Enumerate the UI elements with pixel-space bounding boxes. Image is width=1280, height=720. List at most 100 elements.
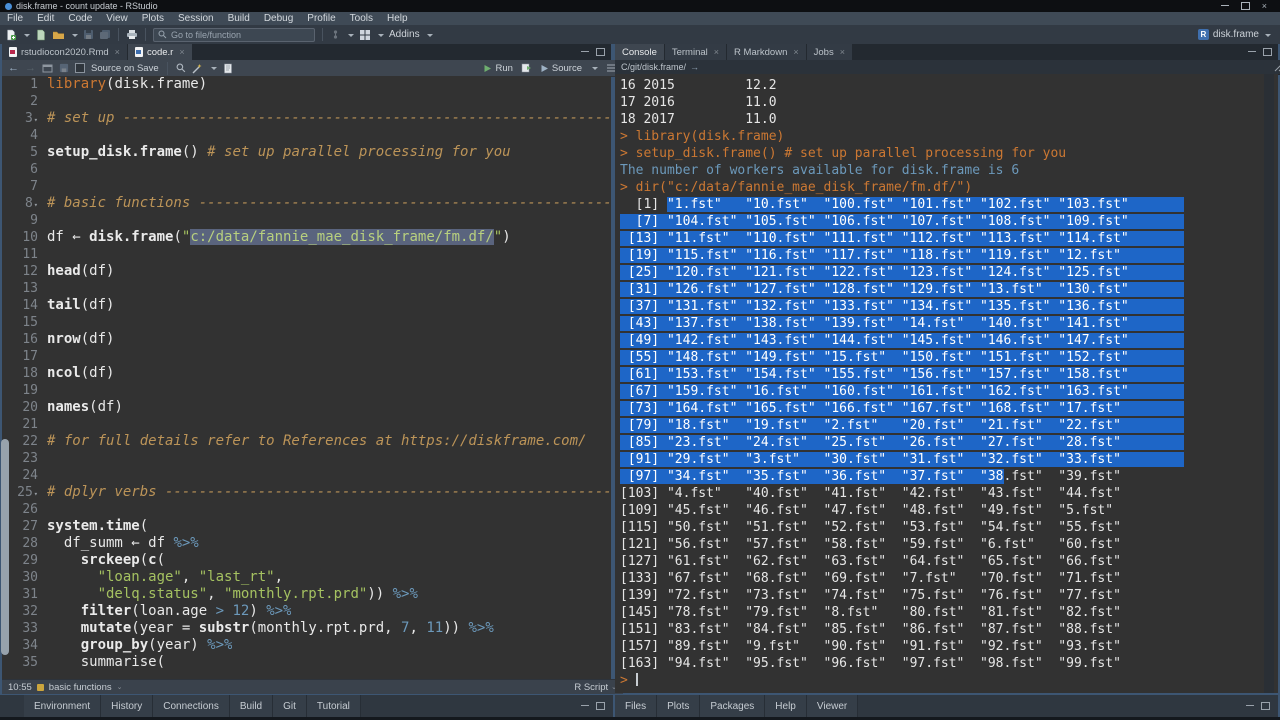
pane-tab-packages[interactable]: Packages xyxy=(700,695,766,717)
close-tab-icon[interactable]: × xyxy=(179,47,185,57)
pane-minimize-icon[interactable] xyxy=(1248,51,1256,53)
code-line: 5 setup_disk.frame() # set up parallel pr… xyxy=(2,144,611,161)
project-selector[interactable]: R disk.frame xyxy=(1197,29,1275,40)
console-line: [25] "120.fst" "121.fst" "122.fst" "123.… xyxy=(620,265,1184,280)
close-tab-icon[interactable]: × xyxy=(114,47,120,57)
window-close-button[interactable]: × xyxy=(1261,0,1267,11)
document-outline-icon[interactable] xyxy=(606,63,617,73)
chevron-down-icon[interactable] xyxy=(72,33,78,40)
chevron-down-icon[interactable] xyxy=(210,67,217,73)
console-vertical-scrollbar[interactable] xyxy=(1264,74,1274,693)
line-number: 14 xyxy=(22,298,38,313)
pane-maximize-icon[interactable] xyxy=(1263,48,1272,56)
new-file-icon[interactable] xyxy=(5,29,17,41)
menu-tools[interactable]: Tools xyxy=(349,13,374,24)
lower-left-pane-tabs: Environment History Connections Build Git Tut… xyxy=(0,695,613,717)
pane-minimize-icon[interactable] xyxy=(1246,705,1254,707)
pane-maximize-icon[interactable] xyxy=(596,48,605,56)
editor-tab-code.r[interactable]: code.r × xyxy=(127,44,192,60)
code-tools-wand-icon[interactable] xyxy=(192,63,203,74)
line-number: 12 xyxy=(22,264,38,279)
popout-icon[interactable] xyxy=(42,63,53,73)
pane-minimize-icon[interactable] xyxy=(581,51,589,53)
addins-button[interactable]: Addins xyxy=(389,29,420,40)
code-line: 13 xyxy=(2,280,611,297)
console-line: [43] "137.fst" "138.fst" "139.fst" "14.f… xyxy=(620,316,1184,331)
pane-tab-connections[interactable]: Connections xyxy=(153,695,230,717)
file-type-selector[interactable]: R Script xyxy=(574,681,609,693)
line-number: 16 xyxy=(22,332,38,347)
close-tab-icon[interactable]: × xyxy=(793,47,799,57)
back-icon[interactable]: ← xyxy=(8,61,19,74)
new-project-icon[interactable] xyxy=(35,29,47,41)
goto-file-input[interactable]: Go to file/function xyxy=(153,27,315,42)
pane-maximize-icon[interactable] xyxy=(1261,702,1270,710)
menu-session[interactable]: Session xyxy=(178,13,214,24)
pane-layout-icon[interactable] xyxy=(359,29,371,41)
compile-notebook-icon[interactable] xyxy=(223,63,233,74)
section-navigator[interactable]: basic functions xyxy=(48,681,112,693)
pane-tab-viewer[interactable]: Viewer xyxy=(806,695,859,717)
forward-icon[interactable]: → xyxy=(25,61,36,74)
menu-build[interactable]: Build xyxy=(227,13,250,24)
line-number: 9 xyxy=(30,213,38,228)
pane-minimize-icon[interactable] xyxy=(581,705,589,707)
close-tab-icon[interactable]: × xyxy=(713,47,720,57)
section-icon xyxy=(36,683,44,691)
window-maximize-button[interactable] xyxy=(1240,2,1250,10)
code-line: 16 nrow(df) xyxy=(2,331,611,348)
menu-file[interactable]: File xyxy=(7,13,24,24)
scrollbar-thumb[interactable] xyxy=(1,439,9,655)
console-resize-icon[interactable] xyxy=(1274,62,1280,72)
pane-tab-plots[interactable]: Plots xyxy=(657,695,701,717)
close-tab-icon[interactable]: × xyxy=(839,47,845,57)
print-icon[interactable] xyxy=(126,29,138,40)
pane-tab-help[interactable]: Help xyxy=(765,695,807,717)
menu-help[interactable]: Help xyxy=(387,13,408,24)
pane-tab-history[interactable]: History xyxy=(101,695,154,717)
console-output[interactable]: 16 2015 12.2 17 2016 11.0 18 2017 11.0 > li… xyxy=(615,74,1278,693)
tab-label: Jobs xyxy=(813,46,834,58)
console-tab-jobs[interactable]: Jobs × xyxy=(806,44,852,60)
menu-edit[interactable]: Edit xyxy=(37,13,55,24)
chevron-down-icon[interactable] xyxy=(24,33,30,40)
vcs-icon[interactable] xyxy=(330,29,341,40)
chevron-down-icon[interactable] xyxy=(378,33,384,40)
pane-tab-environment[interactable]: Environment xyxy=(24,695,102,717)
goto-directory-icon[interactable]: → xyxy=(690,62,700,72)
rerun-icon[interactable] xyxy=(521,63,532,73)
menu-profile[interactable]: Profile xyxy=(307,13,336,24)
run-button[interactable]: Run xyxy=(483,63,513,74)
source-on-save-label: Source on Save xyxy=(91,62,159,74)
open-folder-icon[interactable] xyxy=(52,29,65,41)
pane-maximize-icon[interactable] xyxy=(596,702,605,710)
code-line: 15 xyxy=(2,314,611,331)
source-button[interactable]: Source xyxy=(540,63,582,74)
console-tab-terminal[interactable]: Terminal × xyxy=(664,44,727,60)
window-minimize-button[interactable] xyxy=(1220,5,1229,7)
code-line: 29 srckeep(c( xyxy=(2,552,611,569)
pane-tab-git[interactable]: Git xyxy=(273,695,307,717)
chevron-down-icon[interactable] xyxy=(348,33,354,40)
menu-debug[interactable]: Debug xyxy=(263,13,294,24)
chevron-down-icon[interactable] xyxy=(592,67,598,73)
code-line: 1 library(disk.frame) xyxy=(2,76,611,93)
editor-tab-rstudiocon2020.Rmd[interactable]: rstudiocon2020.Rmd × xyxy=(2,44,127,60)
spellcheck-icon[interactable] xyxy=(176,63,186,73)
chevron-down-icon: ⌄ xyxy=(116,684,123,691)
line-number: 18 xyxy=(22,366,38,381)
console-tab-r-markdown[interactable]: R Markdown × xyxy=(727,44,806,60)
console-line: 16 2015 12.2 xyxy=(620,78,777,93)
pane-tab-files[interactable]: Files xyxy=(615,695,658,717)
console-line: [85] "23.fst" "24.fst" "25.fst" "26.fst"… xyxy=(620,435,1184,450)
menu-view[interactable]: View xyxy=(106,13,128,24)
source-on-save-checkbox[interactable] xyxy=(75,63,85,73)
console-tab-console[interactable]: Console xyxy=(615,44,664,60)
menu-code[interactable]: Code xyxy=(68,13,93,24)
menu-plots[interactable]: Plots xyxy=(141,13,164,24)
pane-tab-build[interactable]: Build xyxy=(229,695,274,717)
pane-tab-tutorial[interactable]: Tutorial xyxy=(306,695,361,717)
console-line: [133] "67.fst" "68.fst" "69.fst" "7.fst"… xyxy=(620,571,1121,586)
chevron-down-icon[interactable] xyxy=(426,33,433,40)
